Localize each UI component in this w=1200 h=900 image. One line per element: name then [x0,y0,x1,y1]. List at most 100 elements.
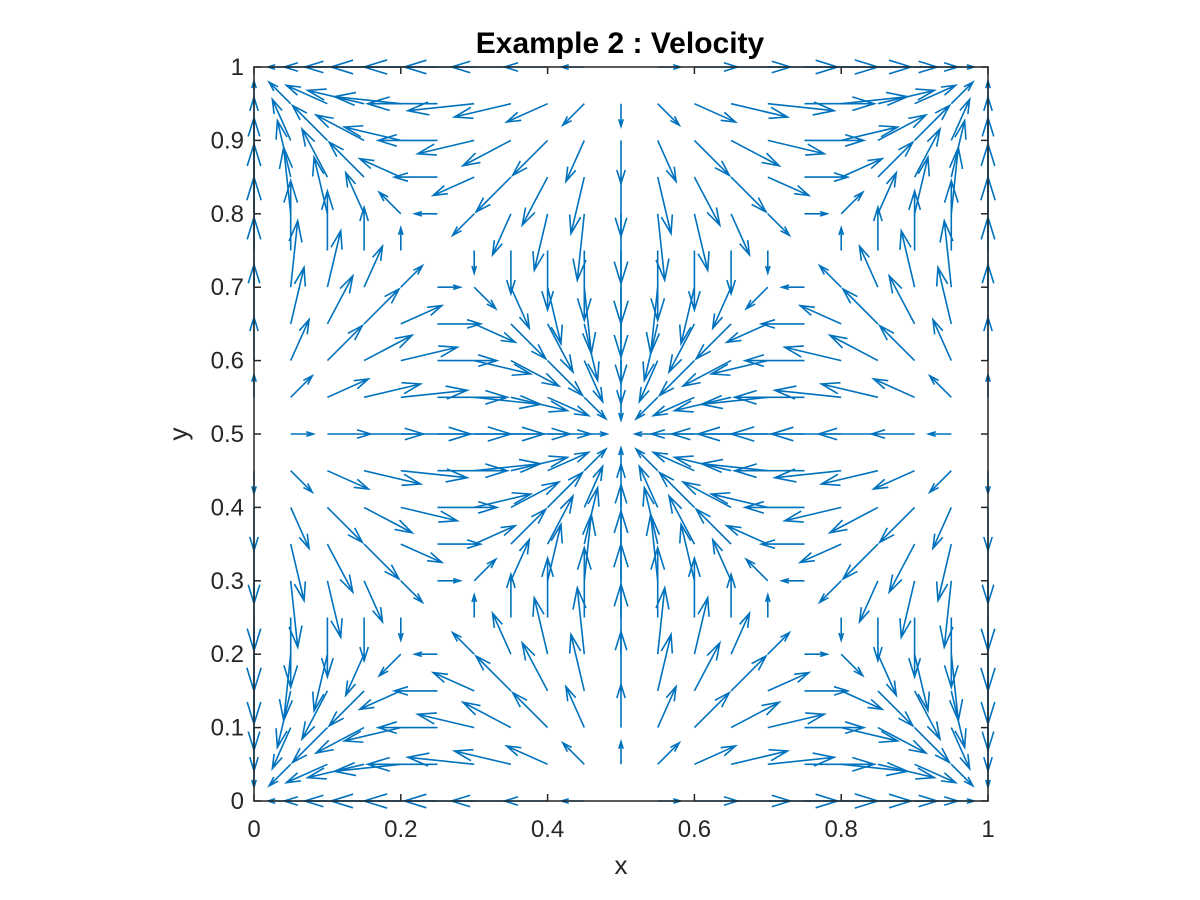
velocity-arrow [804,651,830,658]
velocity-arrow [804,685,851,696]
velocity-arrow [546,287,564,347]
velocity-arrow [473,557,498,582]
velocity-arrow [363,287,401,325]
velocity-arrow [650,451,695,472]
velocity-arrow [913,154,931,214]
velocity-arrow [899,228,916,288]
velocity-arrow [290,727,328,765]
velocity-arrow [568,631,586,692]
velocity-arrow [618,445,624,471]
velocity-arrow [827,506,879,535]
x-tick-label: 0.8 [825,816,858,843]
velocity-arrow [614,177,628,240]
velocity-arrow [510,690,549,729]
velocity-arrow [451,102,512,120]
velocity-arrow [694,102,738,124]
velocity-arrow [730,610,751,655]
y-tick-label: 0.8 [211,201,244,228]
velocity-arrow [931,507,953,551]
velocity-arrow [782,506,842,523]
velocity-arrow [616,461,626,508]
velocity-arrow [363,543,401,581]
velocity-arrow [541,555,555,618]
velocity-arrow [471,250,478,276]
velocity-arrow [818,381,879,399]
velocity-arrow [400,263,425,288]
velocity-arrow [471,592,478,618]
velocity-arrow [742,500,805,514]
velocity-arrow [546,493,575,545]
velocity-arrow [872,204,883,251]
quiver-arrows [246,59,996,809]
velocity-arrow [510,286,531,331]
velocity-arrow [656,140,678,184]
x-tick-label: 0.2 [384,816,417,843]
velocity-arrow [913,126,942,178]
velocity-arrow [927,470,952,495]
y-tick-label: 0 [231,788,244,815]
velocity-arrow [767,752,837,767]
velocity-arrow [638,360,659,405]
y-tick-label: 0.5 [211,421,244,448]
velocity-arrow [877,323,916,362]
velocity-arrow [271,96,292,141]
velocity-arrow [504,102,548,124]
velocity-arrow [638,463,659,508]
y-tick-label: 0.3 [211,568,244,595]
velocity-arrow [326,323,365,362]
velocity-arrow [840,190,865,215]
velocity-arrow [412,210,438,217]
velocity-arrow [341,726,401,744]
velocity-arrow [510,507,548,545]
velocity-arrow [730,213,751,258]
velocity-arrow [267,763,292,788]
velocity-arrow [948,654,964,724]
y-tick-label: 0.2 [211,641,244,668]
velocity-arrow [877,140,915,178]
velocity-arrow [326,580,343,640]
velocity-arrow [693,176,722,228]
velocity-arrow [877,88,938,105]
velocity-arrow [914,727,952,765]
y-axis-label: y [163,428,193,441]
velocity-arrow [437,389,511,405]
velocity-arrow [797,543,842,564]
velocity-arrow [817,263,842,288]
velocity-arrow [858,243,879,288]
y-tick-label: 0.6 [211,348,244,375]
velocity-arrow [564,684,586,728]
velocity-arrow [657,470,695,508]
velocity-arrow [400,385,470,400]
velocity-arrow [645,287,661,357]
velocity-arrow [877,726,929,755]
velocity-arrow [872,617,883,664]
y-axis-ticks: 0 0.1 0.2 0.3 0.4 0.5 0.6 0.7 0.8 0.9 1 [211,54,988,815]
velocity-arrow [313,726,365,755]
velocity-arrow [391,172,438,183]
velocity-arrow [357,157,402,178]
velocity-arrow [290,470,315,495]
velocity-arrow [331,761,401,777]
velocity-arrow [950,96,971,141]
velocity-arrow [283,177,299,251]
velocity-arrow [767,671,812,692]
y-tick-label: 0.1 [211,715,244,742]
velocity-arrow [914,763,959,784]
velocity-arrow [914,84,959,105]
velocity-arrow [289,543,307,604]
velocity-arrow [326,506,365,545]
velocity-arrow [450,630,475,655]
velocity-arrow [510,455,571,472]
velocity-arrow [730,748,791,766]
velocity-arrow [711,286,732,331]
velocity-arrow [363,580,384,625]
velocity-arrow [568,176,586,237]
velocity-arrow [430,671,475,692]
velocity-arrow [405,752,475,767]
velocity-arrow [764,592,771,618]
velocity-arrow [871,377,915,399]
velocity-arrow [693,595,710,655]
velocity-arrow [939,580,954,650]
velocity-arrow [400,580,425,605]
